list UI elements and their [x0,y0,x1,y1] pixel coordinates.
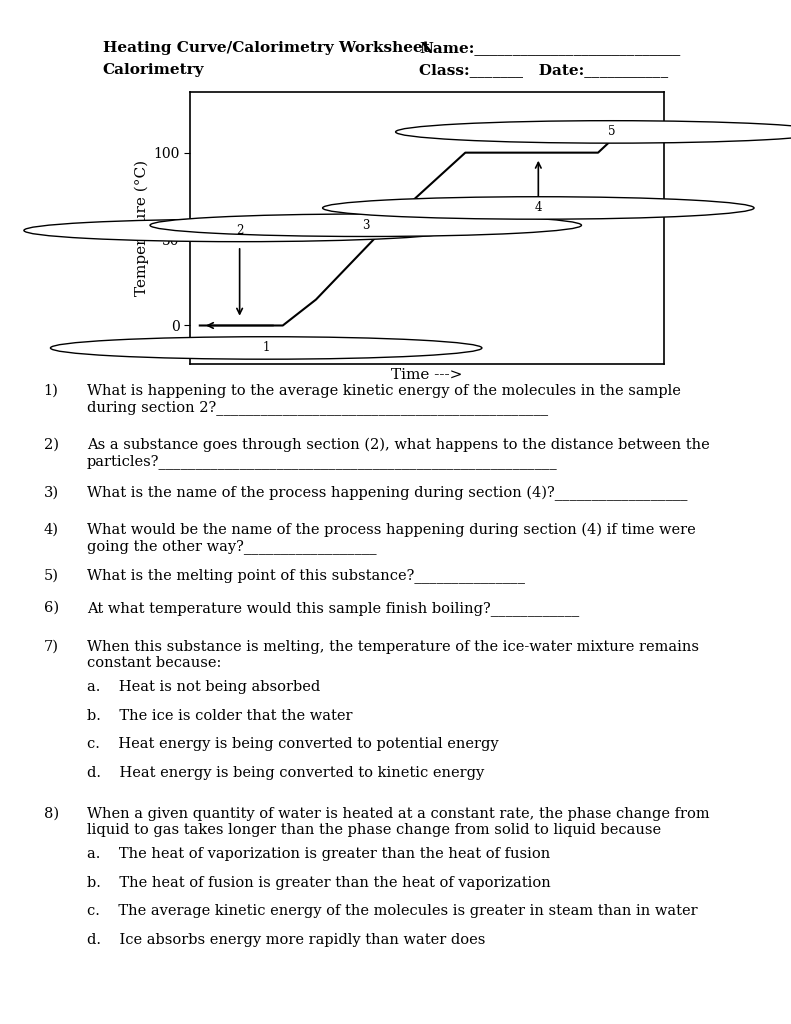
Text: What is the melting point of this substance?_______________: What is the melting point of this substa… [87,568,525,584]
Circle shape [323,197,754,219]
Text: 8): 8) [44,807,59,821]
Text: 4): 4) [44,522,59,537]
Text: c.    The average kinetic energy of the molecules is greater in steam than in wa: c. The average kinetic energy of the mol… [87,904,698,919]
Text: At what temperature would this sample finish boiling?____________: At what temperature would this sample fi… [87,601,579,616]
Text: What is the name of the process happening during section (4)?__________________: What is the name of the process happenin… [87,485,687,501]
Text: Heating Curve/Calorimetry Worksheet: Heating Curve/Calorimetry Worksheet [103,41,430,55]
Circle shape [396,121,791,143]
Text: 3: 3 [362,219,369,231]
Text: 5: 5 [607,125,615,138]
Y-axis label: Temperature (°C): Temperature (°C) [134,160,149,296]
Text: 1): 1) [44,384,59,398]
X-axis label: Time --->: Time ---> [392,368,463,382]
Text: b.    The ice is colder that the water: b. The ice is colder that the water [87,709,353,723]
Text: What is happening to the average kinetic energy of the molecules in the sample
d: What is happening to the average kinetic… [87,384,681,415]
Text: d.    Heat energy is being converted to kinetic energy: d. Heat energy is being converted to kin… [87,766,484,780]
Text: 2): 2) [44,437,59,452]
Text: When this substance is melting, the temperature of the ice-water mixture remains: When this substance is melting, the temp… [87,640,699,670]
Circle shape [51,337,482,359]
Text: 3): 3) [44,485,59,500]
Text: As a substance goes through section (2), what happens to the distance between th: As a substance goes through section (2),… [87,437,710,469]
Text: 2: 2 [236,224,244,237]
Text: a.    Heat is not being absorbed: a. Heat is not being absorbed [87,680,320,694]
Circle shape [24,219,456,242]
Text: Name:___________________________: Name:___________________________ [419,41,680,55]
Circle shape [150,214,581,237]
Text: Calorimetry: Calorimetry [103,63,204,78]
Text: 5): 5) [44,568,59,583]
Text: 6): 6) [44,601,59,615]
Text: b.    The heat of fusion is greater than the heat of vaporization: b. The heat of fusion is greater than th… [87,876,551,890]
Text: Class:_______   Date:___________: Class:_______ Date:___________ [419,63,668,78]
Text: What would be the name of the process happening during section (4) if time were
: What would be the name of the process ha… [87,522,696,554]
Text: a.    The heat of vaporization is greater than the heat of fusion: a. The heat of vaporization is greater t… [87,847,551,861]
Text: 1: 1 [263,341,270,354]
Text: 7): 7) [44,640,59,654]
Text: 4: 4 [535,202,542,214]
Text: When a given quantity of water is heated at a constant rate, the phase change fr: When a given quantity of water is heated… [87,807,710,837]
Text: d.    Ice absorbs energy more rapidly than water does: d. Ice absorbs energy more rapidly than … [87,933,486,947]
Text: c.    Heat energy is being converted to potential energy: c. Heat energy is being converted to pot… [87,737,498,752]
